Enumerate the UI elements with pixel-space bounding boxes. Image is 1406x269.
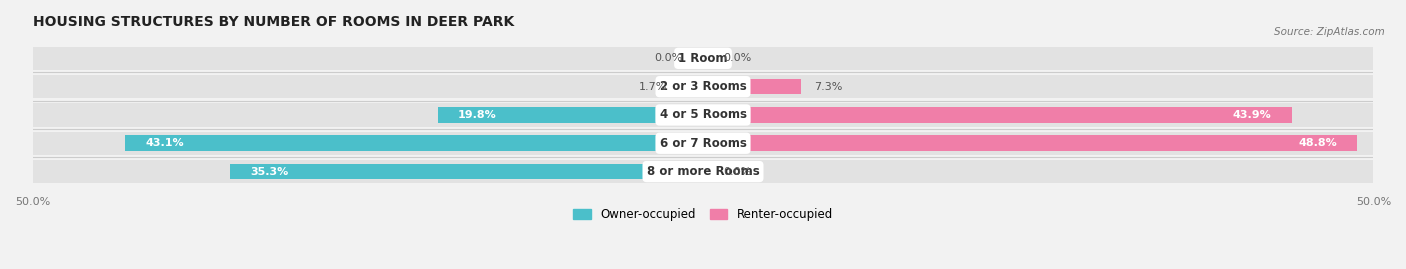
Text: HOUSING STRUCTURES BY NUMBER OF ROOMS IN DEER PARK: HOUSING STRUCTURES BY NUMBER OF ROOMS IN… <box>32 15 513 29</box>
Text: 35.3%: 35.3% <box>250 167 288 176</box>
Bar <box>703 107 1292 123</box>
Text: 1.7%: 1.7% <box>638 82 666 92</box>
Text: 0.0%: 0.0% <box>723 53 751 63</box>
Text: 43.9%: 43.9% <box>1233 110 1271 120</box>
Bar <box>703 136 1357 151</box>
Text: Source: ZipAtlas.com: Source: ZipAtlas.com <box>1274 27 1385 37</box>
Text: 43.1%: 43.1% <box>145 138 184 148</box>
Text: 8 or more Rooms: 8 or more Rooms <box>647 165 759 178</box>
Bar <box>229 164 703 179</box>
Text: 48.8%: 48.8% <box>1298 138 1337 148</box>
Text: 4 or 5 Rooms: 4 or 5 Rooms <box>659 108 747 122</box>
Text: 6 or 7 Rooms: 6 or 7 Rooms <box>659 137 747 150</box>
Bar <box>437 107 703 123</box>
Text: 0.0%: 0.0% <box>655 53 683 63</box>
Bar <box>32 132 1374 155</box>
Bar <box>32 103 1374 127</box>
Text: 7.3%: 7.3% <box>814 82 842 92</box>
Bar <box>703 79 801 94</box>
Text: 1 Room: 1 Room <box>678 52 728 65</box>
Bar <box>125 136 703 151</box>
Bar <box>32 160 1374 183</box>
Text: 0.0%: 0.0% <box>723 167 751 176</box>
Text: 2 or 3 Rooms: 2 or 3 Rooms <box>659 80 747 93</box>
Text: 19.8%: 19.8% <box>457 110 496 120</box>
Bar <box>32 47 1374 70</box>
Bar <box>681 79 703 94</box>
Bar <box>32 75 1374 98</box>
Legend: Owner-occupied, Renter-occupied: Owner-occupied, Renter-occupied <box>572 208 834 221</box>
